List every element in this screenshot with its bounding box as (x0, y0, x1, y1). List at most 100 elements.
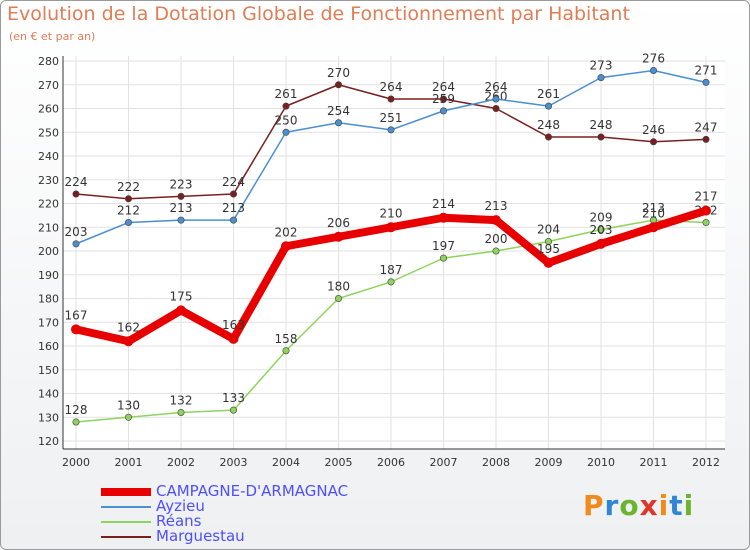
legend-swatch (101, 506, 151, 508)
x-tick-label: 2009 (535, 456, 563, 469)
data-label: 222 (117, 180, 140, 194)
data-label: 203 (590, 223, 613, 237)
data-label: 248 (590, 118, 613, 132)
data-point (387, 126, 395, 134)
x-tick-label: 2006 (377, 456, 405, 469)
x-tick-label: 2003 (220, 456, 248, 469)
data-label: 158 (275, 332, 298, 346)
y-tick-label: 130 (38, 411, 59, 424)
data-label: 167 (65, 308, 88, 322)
data-point (72, 418, 80, 426)
data-label: 217 (695, 190, 718, 204)
data-point (439, 254, 447, 262)
data-point (282, 128, 290, 136)
chart-subtitle: (en € et par an) (9, 30, 96, 43)
data-point (597, 133, 605, 141)
data-point (387, 278, 395, 286)
data-point (282, 102, 290, 110)
data-label: 261 (275, 87, 298, 101)
data-label: 180 (327, 280, 350, 294)
data-point (333, 231, 344, 242)
x-tick-label: 2000 (62, 456, 90, 469)
data-point (543, 257, 554, 268)
legend-label: Ayzieu (156, 497, 205, 515)
legend-label: Marguestau (156, 527, 245, 545)
y-tick-label: 230 (38, 174, 59, 187)
x-tick-label: 2005 (325, 456, 353, 469)
data-point (597, 74, 605, 82)
data-point (701, 205, 711, 216)
data-point (702, 219, 710, 227)
data-label: 246 (642, 123, 665, 137)
data-label: 210 (380, 206, 403, 220)
data-point (439, 95, 447, 103)
data-label: 133 (222, 391, 245, 405)
x-tick-label: 2008 (482, 456, 510, 469)
data-label: 259 (432, 92, 455, 106)
y-tick-label: 280 (38, 55, 59, 68)
data-label: 130 (117, 398, 140, 412)
data-label: 206 (327, 216, 350, 230)
data-label: 187 (380, 263, 403, 277)
data-label: 254 (327, 104, 350, 118)
data-point (491, 215, 501, 226)
data-point (386, 222, 396, 233)
data-label: 224 (65, 175, 88, 189)
data-point (177, 192, 185, 200)
data-label: 223 (170, 177, 193, 191)
y-tick-label: 260 (38, 103, 59, 116)
x-tick-label: 2001 (115, 456, 143, 469)
data-label: 213 (222, 201, 245, 215)
x-tick-label: 2004 (272, 456, 300, 469)
data-point (702, 135, 710, 143)
legend-label: CAMPAGNE-D'ARMAGNAC (156, 482, 349, 500)
data-point (649, 138, 657, 146)
legend-swatch (101, 536, 151, 538)
data-label: 204 (537, 223, 560, 237)
data-point (125, 413, 133, 421)
x-tick-label: 2007 (430, 456, 458, 469)
data-point (282, 347, 290, 355)
data-point (125, 219, 133, 227)
data-point (544, 102, 552, 110)
data-point (230, 190, 238, 198)
data-label: 213 (485, 199, 508, 213)
y-tick-label: 240 (38, 150, 59, 163)
data-label: 247 (695, 120, 718, 134)
data-label: 273 (590, 59, 613, 73)
data-label: 175 (170, 289, 193, 303)
x-tick-label: 2002 (167, 456, 195, 469)
data-point (492, 105, 500, 113)
data-label: 224 (222, 175, 245, 189)
y-tick-label: 250 (38, 126, 59, 139)
data-label: 132 (170, 394, 193, 408)
data-point (228, 333, 239, 344)
legend-swatch (101, 521, 151, 523)
data-label: 203 (65, 225, 88, 239)
data-point (596, 238, 606, 249)
data-label: 202 (275, 225, 298, 239)
data-label: 276 (642, 52, 665, 66)
legend-label: Réans (156, 512, 202, 530)
proxiti-logo: Proxiti (583, 489, 695, 522)
data-label: 197 (432, 239, 455, 253)
data-point (176, 305, 186, 316)
data-label: 200 (485, 232, 508, 246)
data-point (439, 107, 447, 115)
data-point (702, 78, 710, 86)
data-label: 163 (222, 318, 245, 332)
y-tick-label: 270 (38, 79, 59, 92)
data-point (230, 406, 238, 414)
y-tick-label: 180 (38, 293, 59, 306)
data-label: 261 (537, 87, 560, 101)
data-label: 214 (432, 197, 455, 211)
data-label: 250 (275, 113, 298, 127)
data-label: 248 (537, 118, 560, 132)
data-point (544, 133, 552, 141)
data-point (123, 336, 134, 347)
data-point (438, 212, 449, 223)
x-tick-label: 2012 (692, 456, 720, 469)
data-label: 212 (117, 204, 140, 218)
y-tick-label: 120 (38, 435, 59, 448)
